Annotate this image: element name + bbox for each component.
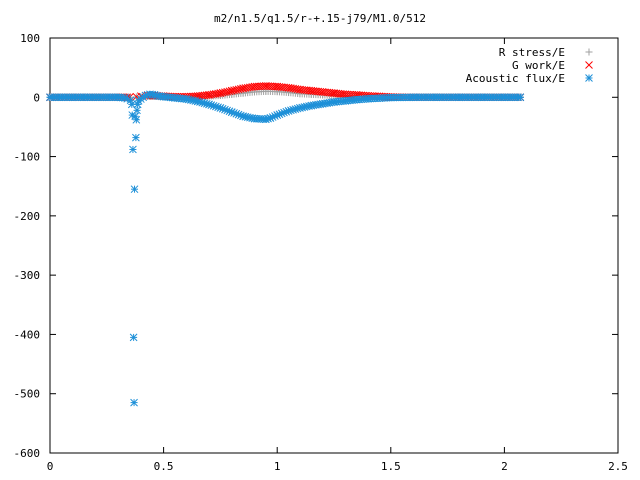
data-point-fill — [227, 86, 236, 95]
data-point-fill — [236, 85, 245, 93]
axes: 0 0.5 1 1.5 2 2.5 100 0 -100 -200 -300 -400 -500 -600 — [14, 32, 628, 473]
chart-title: m2/n1.5/q1.5/r-+.15-j79/M1.0/512 — [214, 12, 426, 25]
data-point — [132, 115, 141, 124]
data-point — [132, 133, 140, 142]
data-point-fill — [218, 88, 227, 97]
data-point-fill — [123, 94, 132, 103]
data-point-fill — [214, 89, 222, 98]
y-tick-label: 0 — [33, 91, 40, 104]
x-tick-label: 1.5 — [381, 460, 401, 473]
plot-frame — [49, 37, 619, 454]
data-point-fill — [232, 85, 241, 94]
data-point — [129, 145, 137, 154]
x-tick-label: 0 — [47, 460, 54, 473]
legend-label: R stress/E — [499, 46, 565, 59]
data-point-fill — [225, 87, 234, 96]
data-point-fill — [221, 88, 229, 97]
data-point — [130, 185, 139, 194]
x-tick-label: 1 — [274, 460, 281, 473]
legend-label: G work/E — [512, 59, 565, 72]
data-point-fill — [230, 86, 238, 95]
y-tick-label: -200 — [14, 210, 41, 223]
y-tick-label: -500 — [14, 388, 41, 401]
x-tick-label: 0.5 — [154, 460, 174, 473]
data-point-fill — [223, 87, 232, 96]
x-tick-label: 2.5 — [608, 460, 628, 473]
y-tick-label: -600 — [14, 447, 41, 460]
y-tick-label: -100 — [14, 151, 41, 164]
data-point — [129, 333, 138, 342]
data-point-fill — [516, 93, 525, 102]
legend-marker — [585, 48, 593, 56]
legend-label: Acoustic flux/E — [466, 72, 565, 85]
y-tick-label: -300 — [14, 269, 41, 282]
y-tick-label: 100 — [20, 32, 40, 45]
data-point-fill — [234, 85, 243, 94]
legend-marker — [585, 61, 593, 69]
legend-marker — [585, 74, 593, 82]
y-tick-label: -400 — [14, 328, 41, 341]
data-point-fill — [216, 89, 225, 97]
series-layer — [46, 82, 525, 407]
series-acoustic-flux — [46, 90, 525, 407]
data-point — [130, 398, 138, 407]
x-tick-label: 2 — [501, 460, 508, 473]
